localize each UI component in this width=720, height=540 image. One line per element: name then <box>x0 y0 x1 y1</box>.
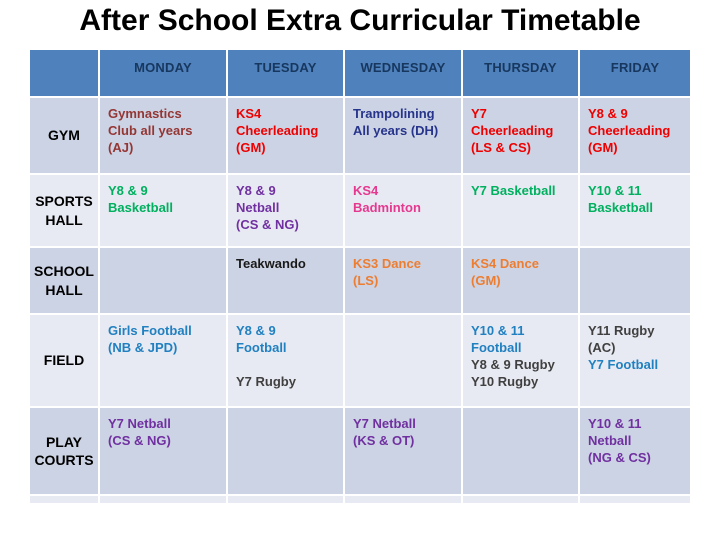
cell-field-tuesday: Y8 & 9 Football Y7 Rugby <box>228 315 345 408</box>
cell-gym-wednesday: Trampolining All years (DH) <box>345 98 463 175</box>
activity-label: Y10 & 11 Basketball <box>588 183 654 216</box>
cell-sports-hall-monday: Y8 & 9 Basketball <box>100 175 228 248</box>
activity-label: KS4 Badminton <box>353 183 421 216</box>
cell-school-hall-friday <box>580 248 692 315</box>
row-header-field: FIELD <box>30 315 100 408</box>
cell-field-monday: Girls Football (NB & JPD) <box>100 315 228 408</box>
activity-label: Y10 & 11 Netball (NG & CS) <box>588 416 651 466</box>
activity-label: Teakwando <box>236 256 306 271</box>
corner-header-cell <box>30 50 100 98</box>
cell-school-hall-wednesday: KS3 Dance (LS) <box>345 248 463 315</box>
cell-play-courts-tuesday <box>228 408 345 496</box>
activity-label: KS4 Cheerleading (GM) <box>236 106 319 156</box>
day-header-wednesday: WEDNESDAY <box>345 50 463 98</box>
day-header-friday: FRIDAY <box>580 50 692 98</box>
activity-label: Y8 & 9 Cheerleading (GM) <box>588 106 671 156</box>
activity-label: Y8 & 9 Football <box>236 323 287 356</box>
cell-gym-thursday: Y7 Cheerleading (LS & CS) <box>463 98 580 175</box>
activity-label: Trampolining All years (DH) <box>353 106 439 139</box>
cell-gym-tuesday: KS4 Cheerleading (GM) <box>228 98 345 175</box>
page-title: After School Extra Curricular Timetable <box>79 4 641 37</box>
footer-strip-cell <box>228 496 345 505</box>
footer-strip-cell <box>463 496 580 505</box>
activity-label: Y7 Netball (CS & NG) <box>108 416 171 449</box>
activity-label: Y8 & 9 Rugby <box>471 357 555 373</box>
footer-strip-cell <box>30 496 100 505</box>
activity-label: Girls Football (NB & JPD) <box>108 323 192 356</box>
day-header-thursday: THURSDAY <box>463 50 580 98</box>
cell-sports-hall-thursday: Y7 Basketball <box>463 175 580 248</box>
cell-play-courts-monday: Y7 Netball (CS & NG) <box>100 408 228 496</box>
cell-school-hall-monday <box>100 248 228 315</box>
activity-label: Y10 & 11 Football <box>471 323 525 356</box>
activity-label <box>236 356 335 373</box>
footer-strip-cell <box>345 496 463 505</box>
row-header-sports-hall: SPORTS HALL <box>30 175 100 248</box>
cell-school-hall-tuesday: Teakwando <box>228 248 345 315</box>
cell-play-courts-thursday <box>463 408 580 496</box>
day-header-tuesday: TUESDAY <box>228 50 345 98</box>
row-header-gym: GYM <box>30 98 100 175</box>
activity-label: Y7 Football <box>588 357 659 373</box>
footer-strip-cell <box>100 496 228 505</box>
cell-sports-hall-tuesday: Y8 & 9 Netball (CS & NG) <box>228 175 345 248</box>
activity-label: Y8 & 9 Netball (CS & NG) <box>236 183 299 233</box>
day-header-monday: MONDAY <box>100 50 228 98</box>
activity-label: Y7 Cheerleading (LS & CS) <box>471 106 554 156</box>
cell-field-friday: Y11 Rugby (AC) Y7 Football <box>580 315 692 408</box>
activity-label: Y7 Basketball <box>471 183 556 198</box>
activity-label: Y7 Netball (KS & OT) <box>353 416 416 449</box>
activity-label: KS3 Dance (LS) <box>353 256 421 289</box>
row-header-play-courts: PLAY COURTS <box>30 408 100 496</box>
cell-field-thursday: Y10 & 11 Football Y8 & 9 Rugby Y10 Rugby <box>463 315 580 408</box>
cell-play-courts-wednesday: Y7 Netball (KS & OT) <box>345 408 463 496</box>
cell-sports-hall-wednesday: KS4 Badminton <box>345 175 463 248</box>
cell-field-wednesday <box>345 315 463 408</box>
activity-label: Y7 Rugby <box>236 374 296 390</box>
timetable: MONDAY TUESDAY WEDNESDAY THURSDAY FRIDAY GYM G… <box>30 50 692 505</box>
cell-sports-hall-friday: Y10 & 11 Basketball <box>580 175 692 248</box>
cell-gym-monday: Gymnastics Club all years (AJ) <box>100 98 228 175</box>
activity-label: KS4 Dance (GM) <box>471 256 539 289</box>
activity-label: Y11 Rugby (AC) <box>588 323 655 356</box>
cell-school-hall-thursday: KS4 Dance (GM) <box>463 248 580 315</box>
activity-label: Y8 & 9 Basketball <box>108 183 174 216</box>
activity-label: Gymnastics Club all years (AJ) <box>108 106 193 156</box>
cell-gym-friday: Y8 & 9 Cheerleading (GM) <box>580 98 692 175</box>
footer-strip-cell <box>580 496 692 505</box>
activity-label: Y10 Rugby <box>471 374 539 390</box>
row-header-school-hall: SCHOOL HALL <box>30 248 100 315</box>
cell-play-courts-friday: Y10 & 11 Netball (NG & CS) <box>580 408 692 496</box>
